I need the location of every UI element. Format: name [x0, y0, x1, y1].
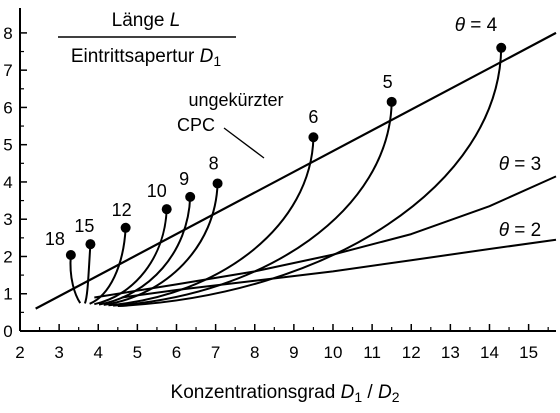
x-tick-label: 2 — [15, 343, 24, 362]
truncated-curve — [83, 244, 92, 304]
title-numerator: Länge L — [112, 10, 181, 31]
truncated-curve — [117, 47, 503, 308]
theta-label-4: θ = 4 — [455, 15, 498, 36]
x-tick-label: 6 — [172, 343, 181, 362]
truncated-curve — [89, 227, 127, 305]
truncated-curve — [108, 137, 315, 307]
point-label: 9 — [179, 169, 189, 189]
x-tick-label: 9 — [289, 343, 298, 362]
truncation-point — [496, 42, 507, 53]
point-label: 6 — [308, 107, 318, 127]
x-tick-label: 12 — [402, 343, 421, 362]
x-tick-label: 14 — [480, 343, 499, 362]
truncation-point — [65, 249, 76, 260]
main-curve-label-leader — [223, 127, 265, 159]
x-tick-label: 7 — [211, 343, 220, 362]
y-tick-label: 6 — [3, 98, 12, 117]
truncation-point — [85, 239, 96, 250]
truncated-curve — [94, 209, 168, 306]
point-label: 8 — [209, 153, 219, 173]
truncation-point — [120, 222, 131, 233]
series-line-theta-3 — [94, 175, 557, 299]
truncated-curve — [113, 101, 393, 307]
truncation-point — [308, 132, 319, 143]
truncated-curve — [103, 183, 219, 306]
x-tick-label: 13 — [441, 343, 460, 362]
point-label: 5 — [383, 72, 393, 92]
truncation-point — [386, 96, 397, 107]
x-tick-label: 3 — [54, 343, 63, 362]
x-tick-label: 8 — [250, 343, 259, 362]
chart-labels: Konzentrationsgrad D1 / D2 Länge L Eintrit… — [45, 10, 541, 405]
chart-curves — [35, 31, 557, 310]
y-tick-label: 4 — [3, 173, 12, 192]
y-tick-label: 2 — [3, 247, 12, 266]
truncation-point — [185, 191, 196, 202]
point-label: 12 — [112, 200, 132, 220]
theta-label-2: θ = 2 — [499, 220, 542, 241]
x-tick-label: 10 — [324, 343, 343, 362]
point-label: 10 — [147, 181, 167, 201]
x-tick-label: 4 — [94, 343, 103, 362]
truncation-point — [212, 178, 223, 189]
x-tick-label: 15 — [519, 343, 538, 362]
y-tick-label: 0 — [3, 322, 12, 341]
chart-points — [65, 42, 507, 260]
y-tick-label: 3 — [3, 210, 12, 229]
x-tick-label: 11 — [363, 343, 381, 362]
main-curve-label-line2: CPC — [177, 115, 215, 135]
y-tick-label: 8 — [3, 24, 12, 43]
title-denominator: Eintrittsapertur D1 — [71, 46, 222, 69]
theta-label-3: θ = 3 — [499, 154, 542, 175]
x-axis-title: Konzentrationsgrad D1 / D2 — [171, 382, 400, 405]
y-tick-label: 5 — [3, 136, 12, 155]
point-label: 15 — [74, 216, 94, 236]
truncation-point — [161, 204, 172, 215]
x-tick-label: 5 — [133, 343, 142, 362]
series-line-theta-2 — [121, 238, 557, 299]
main-curve-label-line1: ungekürzter — [188, 90, 283, 110]
untruncated-cpc-line — [35, 31, 557, 310]
y-tick-label: 7 — [3, 61, 12, 80]
point-label: 18 — [45, 229, 65, 249]
y-tick-label: 1 — [3, 285, 12, 304]
truncated-curve — [98, 196, 192, 306]
truncated-curve — [69, 254, 82, 304]
